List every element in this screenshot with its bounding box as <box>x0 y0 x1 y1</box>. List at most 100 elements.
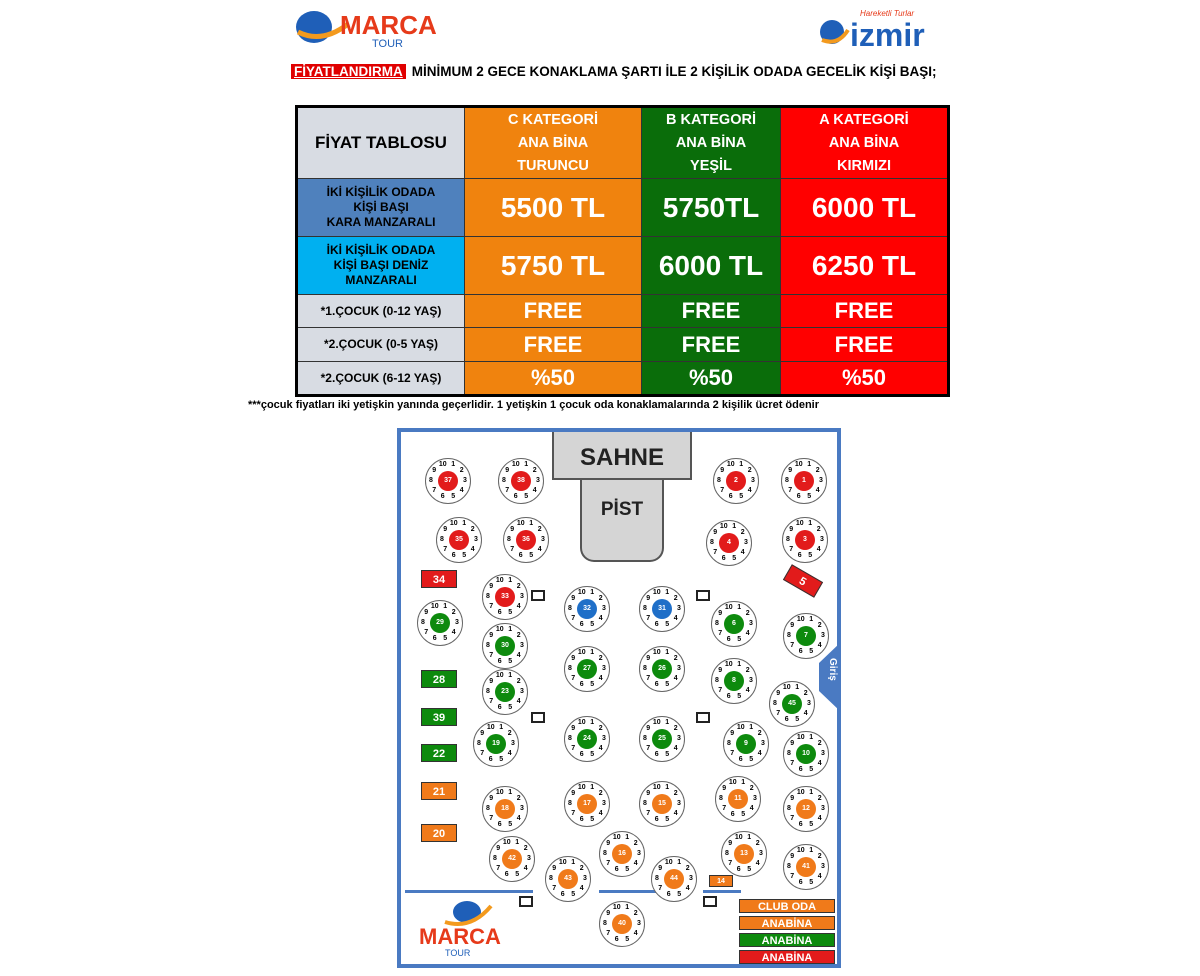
seat-number: 9 <box>790 740 795 747</box>
seat-number: 5 <box>625 936 630 944</box>
seat-number: 1 <box>508 671 513 679</box>
seat-number: 10 <box>652 783 661 791</box>
seat-number: 10 <box>438 460 447 468</box>
seat-number: 4 <box>470 545 475 553</box>
svg-text:Hareketli Turlar: Hareketli Turlar <box>860 9 914 18</box>
seat-number: 1 <box>625 833 630 841</box>
table-number: 8 <box>724 671 744 691</box>
seat-number: 10 <box>664 858 673 866</box>
seat-number: 8 <box>643 665 647 672</box>
seat-number: 8 <box>493 855 497 862</box>
table-number: 25 <box>652 729 672 749</box>
seat-number: 10 <box>486 723 495 731</box>
table-title: FİYAT TABLOSU <box>296 106 465 179</box>
seat-number: 1 <box>508 576 513 584</box>
table-number: 4 <box>719 533 739 553</box>
table-number: 12 <box>796 799 816 819</box>
seat-number: 5 <box>665 816 670 824</box>
seat-number: 4 <box>745 686 750 694</box>
seat-number: 7 <box>646 809 651 817</box>
speaker-box <box>519 896 533 907</box>
seat-number: 10 <box>577 718 586 726</box>
seat-number: 4 <box>815 486 820 494</box>
price-cell: 6250 TL <box>780 236 949 295</box>
seat-number: 7 <box>720 486 725 494</box>
seat-number: 5 <box>809 648 814 656</box>
marca-tour-logo: MARCA TOUR <box>296 10 437 50</box>
seat-number: 5 <box>677 891 682 899</box>
table-number: 26 <box>652 659 672 679</box>
seat-number: 3 <box>520 805 524 812</box>
round-table-30: 1 2 3 4 5 6 7 8 9 10 30 <box>478 619 532 673</box>
round-table-32: 1 2 3 4 5 6 7 8 9 10 32 <box>560 582 614 636</box>
seat-number: 1 <box>807 460 812 468</box>
seat-number: 5 <box>590 621 595 629</box>
seat-number: 10 <box>495 788 504 796</box>
seat-number: 2 <box>740 529 745 536</box>
table-number: 2 <box>726 471 746 491</box>
seat-number: 1 <box>462 519 467 527</box>
seat-number: 6 <box>728 493 733 501</box>
seat-number: 10 <box>612 833 621 841</box>
table-number: 43 <box>558 869 578 889</box>
speaker-box <box>531 712 545 723</box>
seat-number: 2 <box>815 467 820 474</box>
seat-number: 6 <box>726 636 731 644</box>
seat-number: 8 <box>477 740 481 747</box>
seat-number: 2 <box>598 790 603 797</box>
seat-number: 6 <box>579 751 584 759</box>
seat-number: 3 <box>749 677 753 684</box>
seat-number: 4 <box>532 486 537 494</box>
seat-number: 6 <box>513 493 518 501</box>
seat-number: 2 <box>749 785 754 792</box>
seat-number: 2 <box>470 526 475 533</box>
seat-number: 1 <box>741 778 746 786</box>
table-number: 30 <box>495 636 515 656</box>
seat-number: 8 <box>719 795 723 802</box>
seat-number: 2 <box>803 690 808 697</box>
table-ring <box>564 716 610 762</box>
price-cell: FREE <box>641 294 781 328</box>
seat-number: 6 <box>451 552 456 560</box>
seat-number: 6 <box>497 609 502 617</box>
seat-number: 6 <box>654 681 659 689</box>
seat-number: 4 <box>757 749 762 757</box>
seat-number: 2 <box>579 865 584 872</box>
round-table-45: 1 2 3 4 5 6 7 8 9 10 45 <box>765 677 819 731</box>
round-table-15: 1 2 3 4 5 6 7 8 9 10 15 <box>635 777 689 831</box>
seat-number: 9 <box>571 725 576 732</box>
seat-number: 10 <box>430 602 439 610</box>
round-table-41: 1 2 3 4 5 6 7 8 9 10 41 <box>779 840 833 894</box>
seat-number: 6 <box>518 552 523 560</box>
seat-number: 7 <box>646 614 651 622</box>
seat-number: 5 <box>462 552 467 560</box>
seat-number: 8 <box>568 605 572 612</box>
seat-number: 7 <box>571 809 576 817</box>
seat-number: 3 <box>677 605 681 612</box>
seat-number: 8 <box>773 700 777 707</box>
table-number: 32 <box>577 599 597 619</box>
rect-table-14: 14 <box>709 875 733 887</box>
table-number: 29 <box>430 613 450 633</box>
seat-number: 7 <box>728 859 733 867</box>
speaker-box <box>703 896 717 907</box>
seat-number: 10 <box>502 838 511 846</box>
seat-number: 9 <box>496 845 501 852</box>
pricing-condition: MİNİMUM 2 GECE KONAKLAMA ŞARTI İLE 2 KİŞ… <box>411 64 937 79</box>
seat-number: 9 <box>432 467 437 474</box>
seat-number: 10 <box>782 683 791 691</box>
seat-number: 5 <box>508 704 513 712</box>
svg-text:MARCA: MARCA <box>340 10 437 40</box>
table-number: 6 <box>724 614 744 634</box>
price-cell: %50 <box>641 361 781 396</box>
seat-number: 1 <box>590 588 595 596</box>
seat-number: 7 <box>571 614 576 622</box>
seat-number: 3 <box>819 477 823 484</box>
rect-table-5: 5 <box>782 564 824 598</box>
table-number: 13 <box>734 844 754 864</box>
legend-club-oda: CLUB ODA <box>739 899 835 913</box>
round-table-17: 1 2 3 4 5 6 7 8 9 10 17 <box>560 777 614 831</box>
seat-number: 1 <box>665 783 670 791</box>
seat-number: 3 <box>474 536 478 543</box>
round-table-18: 1 2 3 4 5 6 7 8 9 10 18 <box>478 782 532 836</box>
